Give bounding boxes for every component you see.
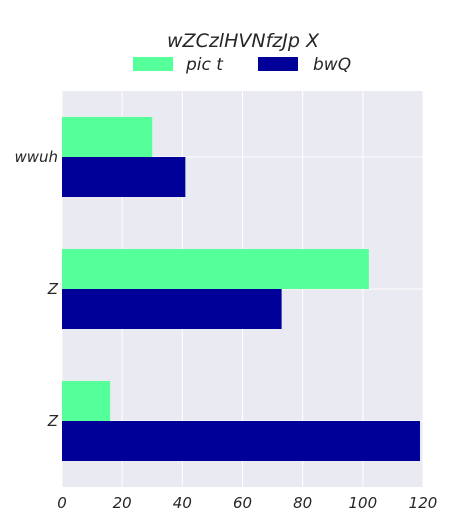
- y-tick-label: wwuh: [14, 148, 58, 166]
- x-tick-label: 120: [409, 494, 438, 512]
- legend-label-bwq: bwQ: [313, 55, 351, 75]
- x-tick-labels: 0 20 40 60 80 100 120: [57, 494, 437, 512]
- bar-bwq-0: [62, 157, 186, 197]
- bars: [62, 117, 420, 461]
- bar-bwq-1: [62, 289, 282, 329]
- x-tick-label: 20: [113, 494, 132, 512]
- x-tick-label: 80: [293, 494, 312, 512]
- legend-swatch-pic-t: [133, 57, 173, 71]
- x-tick-label: 100: [349, 494, 378, 512]
- x-tick-label: 40: [173, 494, 192, 512]
- x-tick-label: 0: [57, 494, 67, 512]
- bar-pic-t-0: [62, 117, 153, 157]
- legend: pic t bwQ: [133, 55, 351, 75]
- y-tick-label: Z: [47, 412, 59, 430]
- bar-pic-t-2: [62, 381, 111, 421]
- x-tick-label: 60: [233, 494, 252, 512]
- legend-swatch-bwq: [258, 57, 298, 71]
- legend-label-pic-t: pic t: [185, 55, 224, 75]
- bar-pic-t-1: [62, 249, 369, 289]
- chart-title: wZCzlHVNfzJp X: [167, 30, 320, 52]
- y-tick-label: Z: [47, 280, 59, 298]
- bar-bwq-2: [62, 421, 420, 461]
- y-tick-labels: wwuh Z Z: [14, 148, 58, 430]
